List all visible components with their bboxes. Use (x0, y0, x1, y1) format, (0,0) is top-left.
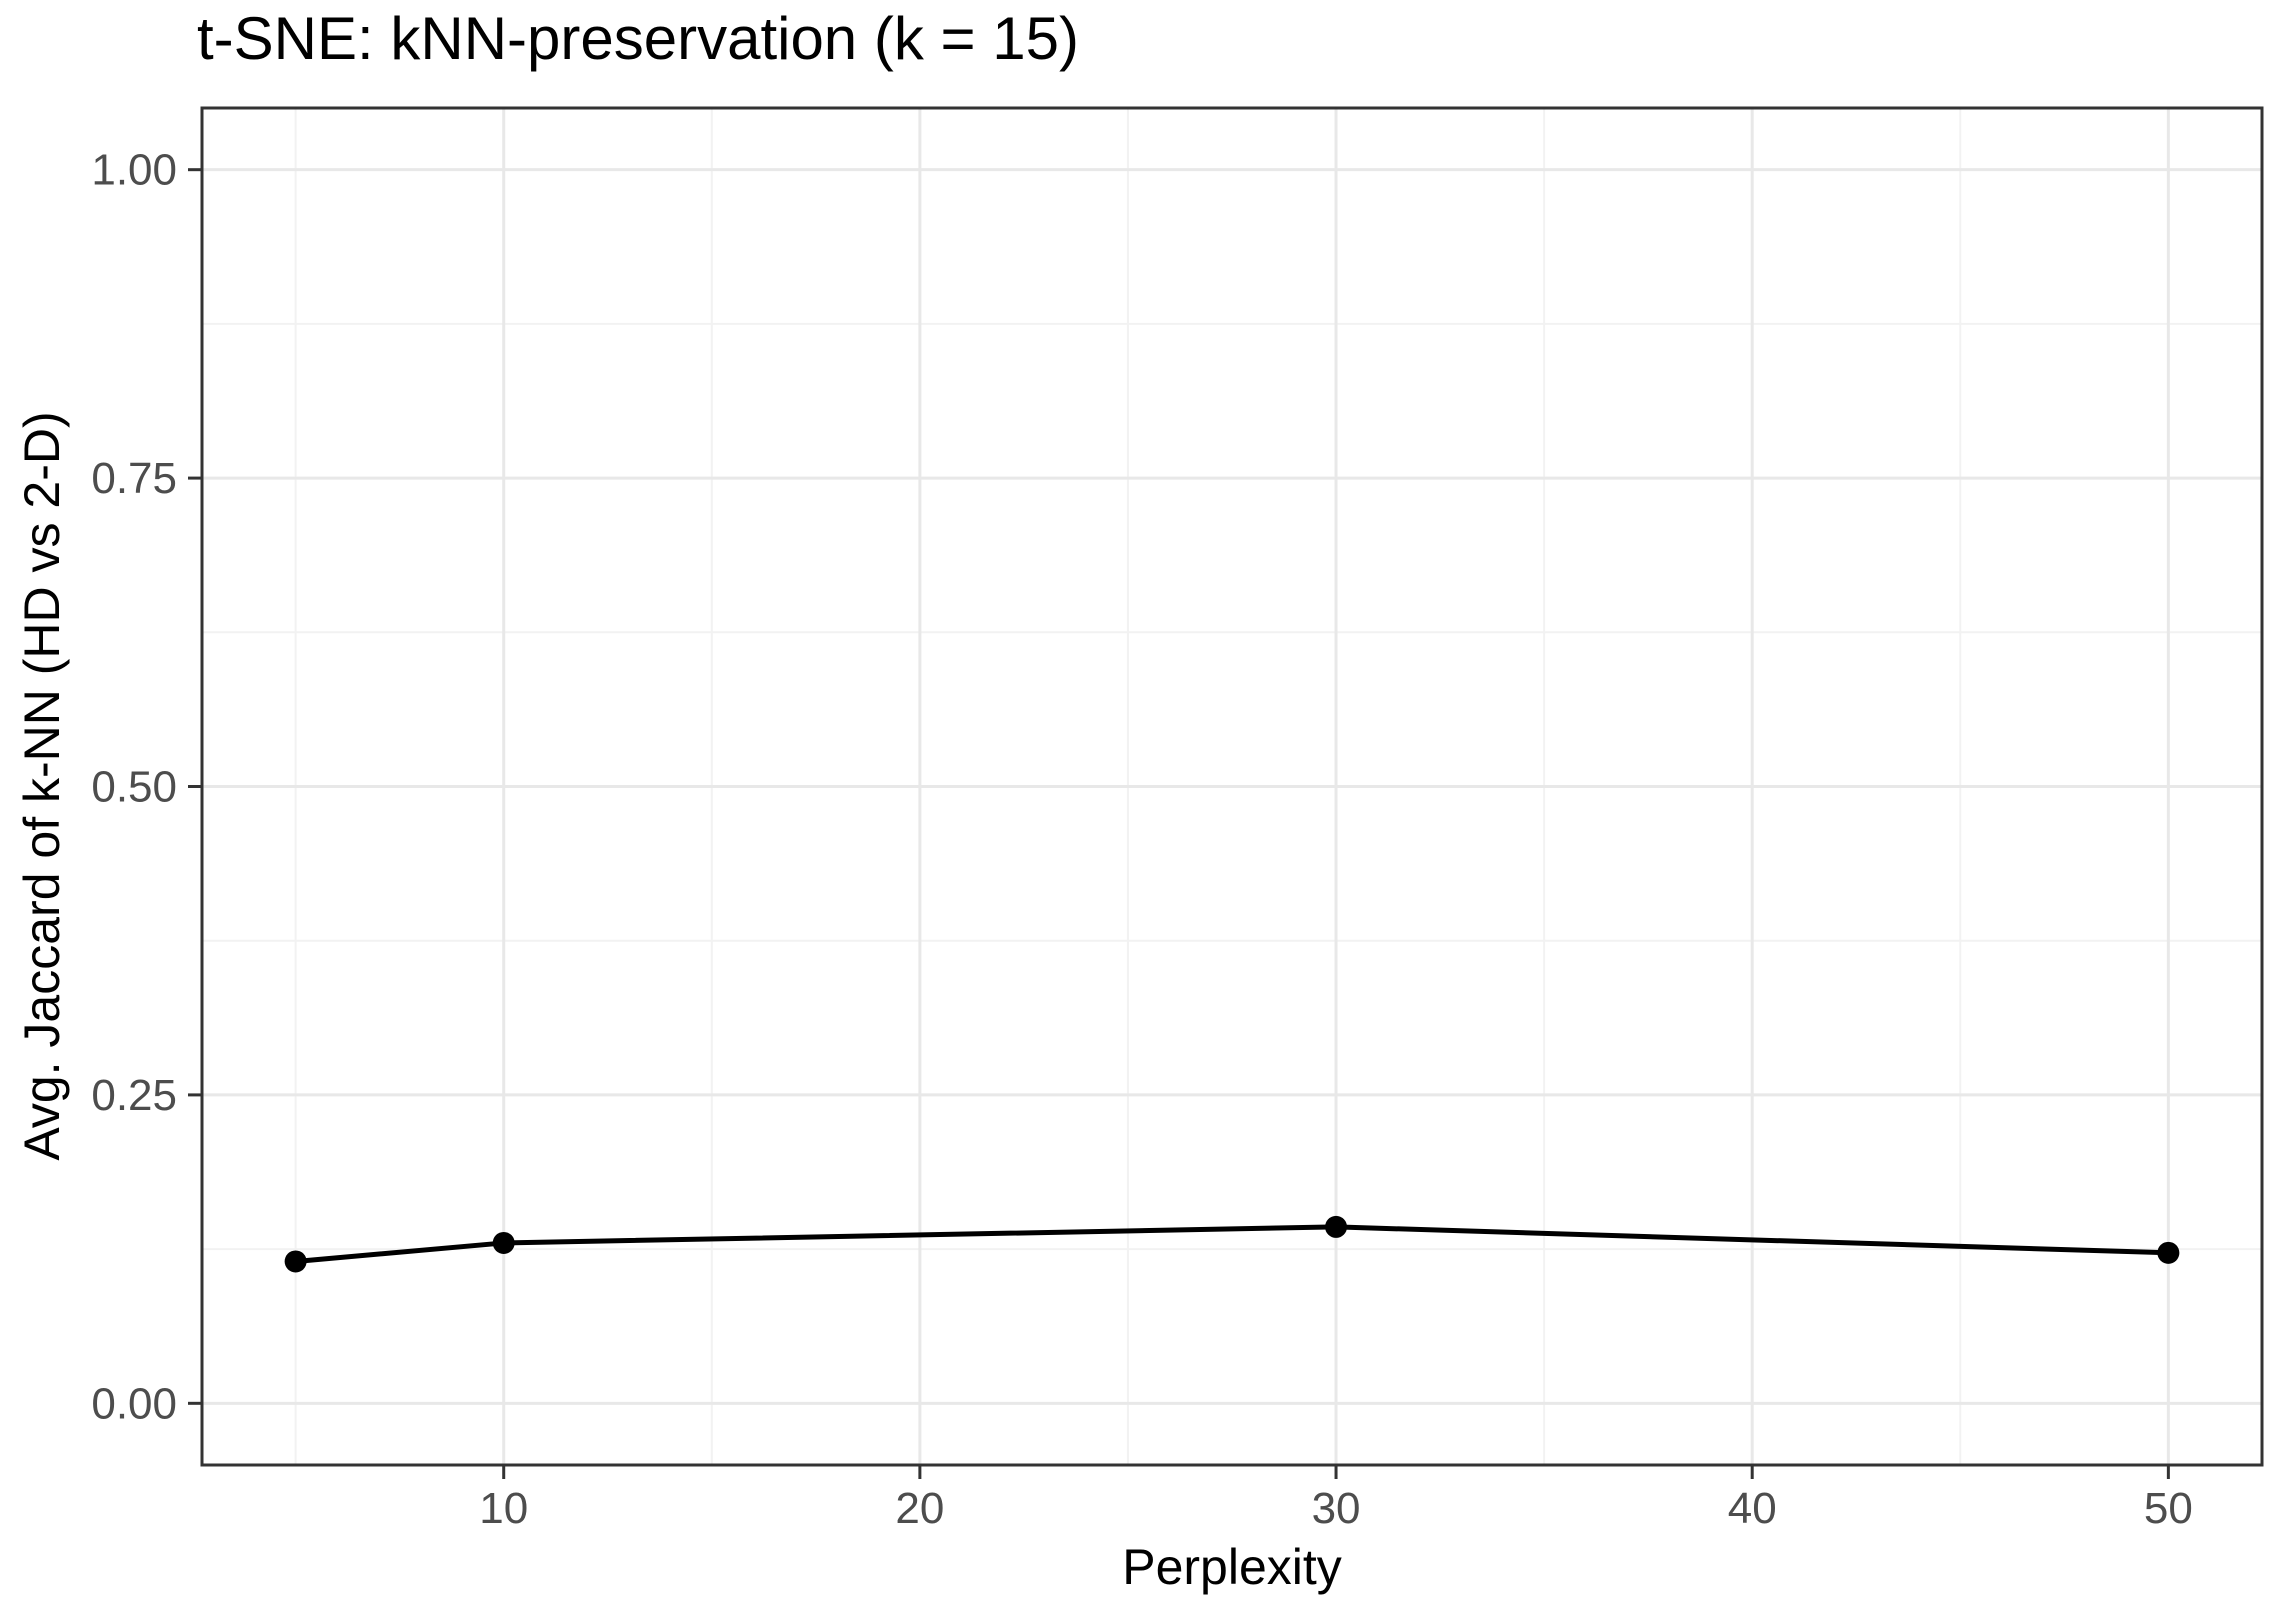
x-tick-label: 10 (479, 1484, 528, 1533)
y-tick-label: 0.00 (91, 1379, 177, 1428)
y-tick-label: 0.25 (91, 1071, 177, 1120)
data-point (492, 1231, 515, 1254)
y-tick-label: 0.75 (91, 454, 177, 503)
x-axis-title: Perplexity (1122, 1539, 1342, 1595)
x-tick-label: 40 (1728, 1484, 1777, 1533)
data-point (2157, 1241, 2180, 1264)
chart-title: t-SNE: kNN-preservation (k = 15) (197, 5, 1079, 72)
data-line (295, 1224, 2169, 1264)
x-tick-label: 30 (1312, 1484, 1361, 1533)
x-tick-label: 50 (2144, 1484, 2193, 1533)
x-tick-label: 20 (895, 1484, 944, 1533)
y-tick-label: 0.50 (91, 763, 177, 812)
data-point (1325, 1215, 1348, 1238)
y-tick-label: 1.00 (91, 146, 177, 195)
data-point (284, 1250, 307, 1273)
